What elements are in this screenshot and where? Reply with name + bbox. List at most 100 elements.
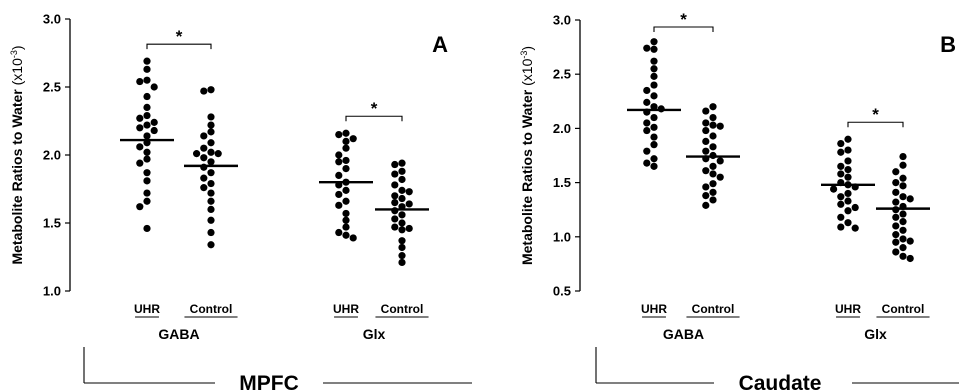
data-point-uhr: [650, 113, 658, 122]
y-tick-label: 1.0: [43, 284, 61, 299]
data-point-uhr: [143, 57, 151, 65]
data-point-uhr: [837, 139, 845, 148]
data-point-control: [899, 226, 907, 234]
data-point-control: [391, 199, 399, 207]
data-point-uhr: [136, 77, 144, 86]
data-point-control: [214, 150, 222, 158]
y-tick-label: 0.5: [553, 284, 571, 299]
y-tick-label: 1.5: [553, 175, 571, 190]
data-point-uhr: [143, 92, 151, 101]
data-point-control: [906, 254, 914, 263]
data-point-control: [906, 237, 914, 245]
data-point-control: [405, 200, 413, 208]
y-axis-label: Metabolite Ratios to Water (x10-3): [519, 46, 535, 265]
data-point-uhr: [136, 124, 144, 132]
data-point-control: [391, 223, 399, 231]
data-point-control: [709, 162, 717, 170]
data-point-control: [405, 224, 413, 233]
data-point-control: [207, 139, 215, 147]
data-point-uhr: [643, 119, 651, 127]
data-point-uhr: [335, 201, 343, 209]
data-point-uhr: [143, 111, 151, 120]
data-point-uhr: [143, 148, 151, 156]
data-point-control: [398, 252, 406, 260]
category-label-control: Control: [692, 302, 735, 316]
data-point-uhr: [342, 197, 350, 205]
data-point-control: [892, 168, 900, 176]
data-point-control: [899, 252, 907, 260]
data-point-control: [709, 121, 717, 129]
data-point-uhr: [650, 162, 658, 170]
data-point-control: [207, 228, 215, 237]
data-point-uhr: [844, 146, 852, 154]
data-point-uhr: [844, 165, 852, 174]
data-point-control: [391, 215, 399, 223]
data-point-uhr: [143, 121, 151, 129]
data-point-control: [398, 211, 406, 219]
data-point-control: [207, 86, 215, 94]
category-label-uhr: UHR: [333, 302, 359, 316]
group-gaba: UHR Control GABA *: [120, 27, 238, 342]
data-point-uhr: [844, 157, 852, 165]
y-tick-label: 1.0: [553, 229, 571, 244]
y-axis-label-main: Metabolite Ratios to Water: [519, 86, 535, 265]
data-point-uhr: [143, 103, 151, 111]
data-point-control: [716, 173, 724, 181]
data-point-control: [702, 137, 710, 146]
data-point-uhr: [349, 234, 357, 242]
data-point-uhr: [650, 45, 658, 53]
data-point-uhr: [143, 169, 151, 177]
category-label-uhr: UHR: [134, 302, 160, 316]
significance-bracket: [345, 115, 403, 122]
data-point-control: [906, 195, 914, 203]
data-point-uhr: [136, 143, 144, 151]
data-point-control: [899, 182, 907, 190]
data-point-control: [709, 188, 717, 196]
data-point-uhr: [837, 223, 845, 231]
data-point-uhr: [342, 223, 350, 231]
data-point-control: [702, 167, 710, 175]
data-point-control: [391, 181, 399, 189]
data-point-uhr: [342, 209, 350, 218]
data-point-control: [207, 216, 215, 224]
data-point-control: [892, 213, 900, 221]
data-point-uhr: [143, 155, 151, 163]
data-point-uhr: [342, 165, 350, 173]
data-point-uhr: [837, 162, 845, 170]
data-point-uhr: [335, 171, 343, 179]
data-point-uhr: [342, 186, 350, 194]
group-gaba: UHR Control GABA *: [627, 10, 740, 342]
panel-mpfc: 1.0 1.5 2.0 2.5 3.0 Metabolite Ratios to Wate…: [9, 12, 472, 392]
data-point-uhr: [650, 155, 658, 163]
y-axis-label-close: ): [519, 46, 535, 51]
data-point-control: [207, 205, 215, 213]
data-point-control: [200, 174, 208, 182]
y-tick-label: 3.0: [553, 13, 571, 28]
data-point-control: [899, 210, 907, 218]
y-axis-label-main: Metabolite Ratios to Water: [9, 85, 25, 264]
panel-label: A: [432, 32, 448, 57]
data-point-control: [200, 144, 208, 152]
data-point-control: [200, 87, 208, 95]
data-point-control: [892, 179, 900, 187]
data-point-uhr: [851, 203, 859, 212]
data-point-uhr: [650, 65, 658, 73]
y-tick-label: 2.5: [43, 80, 61, 95]
significance-star: *: [680, 10, 687, 29]
data-point-uhr: [342, 129, 350, 137]
data-point-uhr: [150, 83, 158, 91]
data-point-uhr: [844, 173, 852, 181]
significance-bracket: [847, 121, 904, 128]
group-label: Glx: [363, 326, 386, 342]
data-point-uhr: [650, 81, 658, 89]
data-point-control: [709, 113, 717, 122]
data-point-control: [200, 184, 208, 192]
significance-bracket: [146, 43, 212, 50]
data-point-uhr: [342, 137, 350, 145]
data-point-control: [892, 198, 900, 206]
group-glx: UHR Control Glx *: [319, 99, 429, 342]
data-point-uhr: [837, 213, 845, 221]
data-point-control: [709, 143, 717, 151]
data-point-uhr: [837, 170, 845, 178]
data-point-control: [405, 188, 413, 196]
